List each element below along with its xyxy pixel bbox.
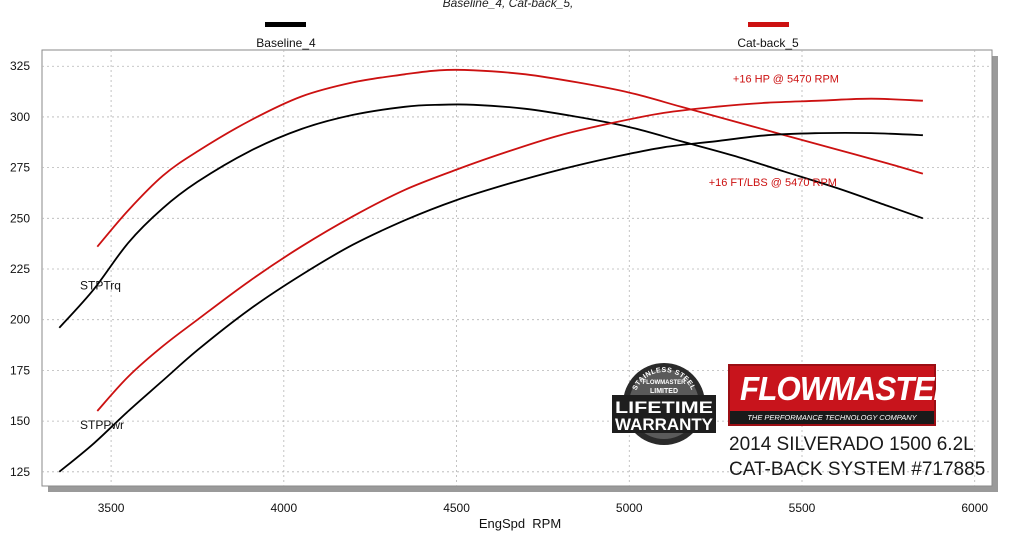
x-tick-label: 4000 (270, 501, 297, 515)
vehicle-line-2: CAT-BACK SYSTEM #717885 (729, 459, 986, 480)
curve-label-stptrq: STPTrq (80, 278, 121, 292)
legend-label-catback: Cat-back_5 (737, 36, 799, 50)
x-tick-label: 3500 (98, 501, 125, 515)
chart-title: Baseline_4, Cat-back_5, (443, 0, 574, 10)
x-tick-label: 5000 (616, 501, 643, 515)
series-line-cat-back-5-stppwr (96, 97, 923, 412)
y-tick-label: 200 (10, 313, 30, 327)
series-line-cat-back-5-stptrq (96, 68, 924, 248)
x-tick-label: 6000 (961, 501, 988, 515)
vehicle-info: 2014 SILVERADO 1500 6.2L CAT-BACK SYSTEM… (729, 432, 985, 482)
plot-shadow-right (992, 56, 998, 492)
brand-tagline: THE PERFORMANCE TECHNOLOGY COMPANY (730, 411, 934, 424)
legend-swatch-baseline (265, 22, 306, 27)
y-tick-label: 300 (10, 110, 30, 124)
y-tick-label: 225 (10, 262, 30, 276)
plot-shadow (48, 486, 998, 492)
x-tick-label: 4500 (443, 501, 470, 515)
annotation-hp-gain: +16 HP @ 5470 RPM (733, 73, 839, 85)
y-tick-label: 150 (10, 414, 30, 428)
y-tick-label: 275 (10, 161, 30, 175)
y-tick-labels: 125 150 175 200 225 250 275 300 325 (10, 59, 30, 479)
badge-warranty: WARRANTY (615, 415, 714, 434)
y-tick-label: 175 (10, 363, 30, 377)
series-lines (58, 68, 924, 473)
legend: Baseline_4 Cat-back_5 (256, 22, 799, 50)
series-line-baseline-4-stppwr (58, 131, 923, 473)
flowmaster-logo: FLOWMASTER THE PERFORMANCE TECHNOLOGY CO… (728, 364, 956, 426)
annotation-torque-gain: +16 FT/LBS @ 5470 RPM (709, 177, 837, 189)
badge-lifetime: LIFETIME (615, 398, 713, 417)
x-tick-labels: 3500 4000 4500 5000 5500 6000 (98, 501, 989, 515)
badge-limited: LIMITED (650, 388, 678, 395)
legend-label-baseline: Baseline_4 (256, 36, 316, 50)
curve-label-stppwr: STPPwr (80, 418, 124, 432)
annotations: +16 HP @ 5470 RPM +16 FT/LBS @ 5470 RPM (709, 73, 839, 188)
legend-swatch-catback (748, 22, 789, 27)
badge-brand-small: FLOWMASTER (643, 380, 687, 386)
vehicle-line-1: 2014 SILVERADO 1500 6.2L (729, 434, 974, 455)
brand-logo-text: FLOWMASTER (740, 370, 956, 407)
lifetime-warranty-badge: STAINLESS STEEL FLOWMASTER LIMITED LIFET… (612, 363, 716, 445)
series-line-baseline-4-stptrq (58, 103, 924, 329)
curve-labels: STPTrq STPPwr (80, 278, 124, 432)
x-tick-label: 5500 (789, 501, 816, 515)
y-tick-label: 325 (10, 59, 30, 73)
y-tick-label: 250 (10, 211, 30, 225)
x-axis-label: EngSpd RPM (479, 516, 561, 531)
y-tick-label: 125 (10, 465, 30, 479)
